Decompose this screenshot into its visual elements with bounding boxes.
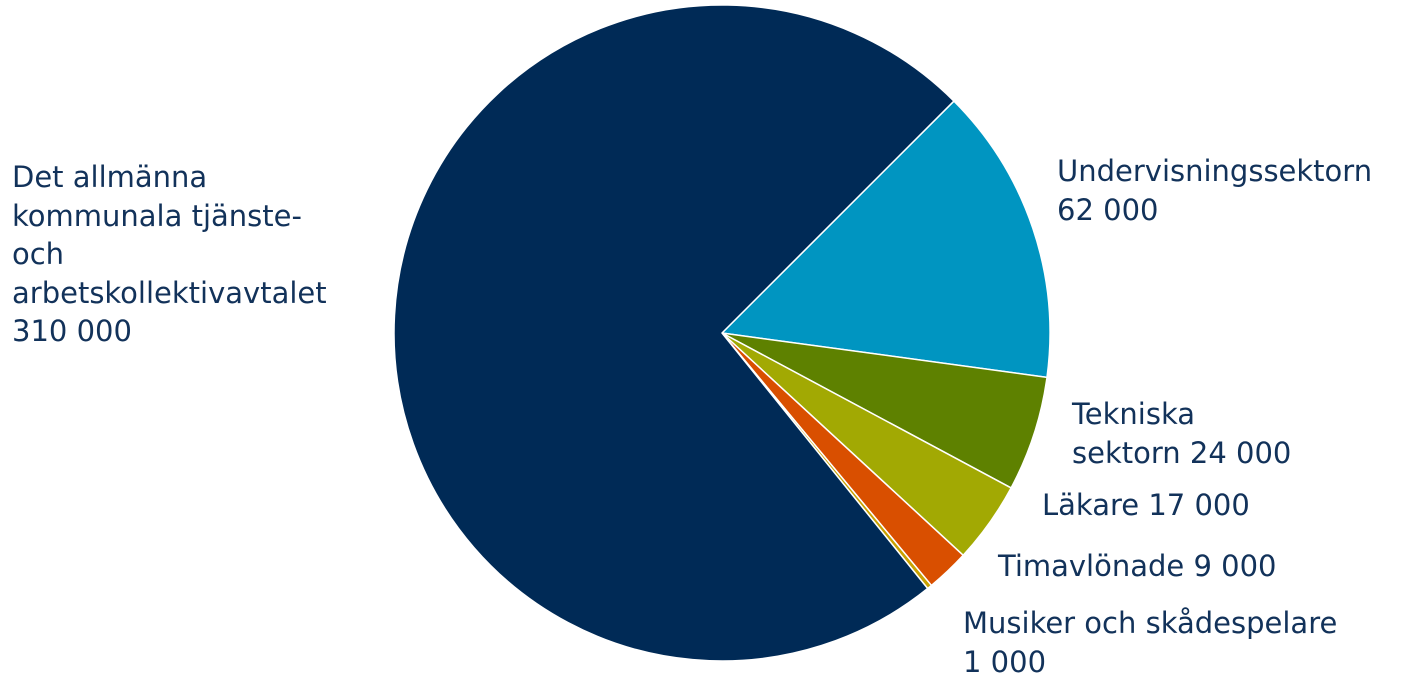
slice-label-musiker: Musiker och skådespelare 1 000 <box>963 604 1337 674</box>
slice-label-line: 310 000 <box>12 314 132 348</box>
slice-label-line: Det allmänna <box>12 160 208 194</box>
slice-label-line: 1 000 <box>963 644 1047 674</box>
slice-label-undervisning: Undervisningssektorn 62 000 <box>1057 152 1372 229</box>
slice-label-line: 62 000 <box>1057 192 1159 227</box>
slice-label-line: kommunala tjänste- <box>12 198 302 233</box>
slice-label-line: Timavlönade 9 000 <box>998 549 1277 583</box>
slice-label-line: arbetskollektivavtalet <box>12 275 327 310</box>
slice-label-tekniska: Tekniska sektorn 24 000 <box>1072 395 1291 472</box>
pie-slice-undervisningssektorn <box>721 100 1051 379</box>
slice-label-timavlonade: Timavlönade 9 000 <box>998 547 1277 586</box>
slice-label-lakare: Läkare 17 000 <box>1042 486 1250 525</box>
slice-label-line: Läkare 17 000 <box>1042 488 1250 522</box>
slice-label-line: Undervisningssektorn <box>1057 154 1373 188</box>
slice-label-allmanna: Det allmänna kommunala tjänste- och arbe… <box>12 158 327 351</box>
pie-slice-det-allmanna-kommunala-tjanste-och-arbetskollektivavtalet <box>393 4 955 662</box>
slice-label-line: och <box>12 237 65 271</box>
slice-label-line: Musiker och skådespelare <box>963 606 1338 640</box>
slice-label-line: Tekniska <box>1072 397 1196 431</box>
slice-label-line: sektorn 24 000 <box>1072 435 1292 470</box>
